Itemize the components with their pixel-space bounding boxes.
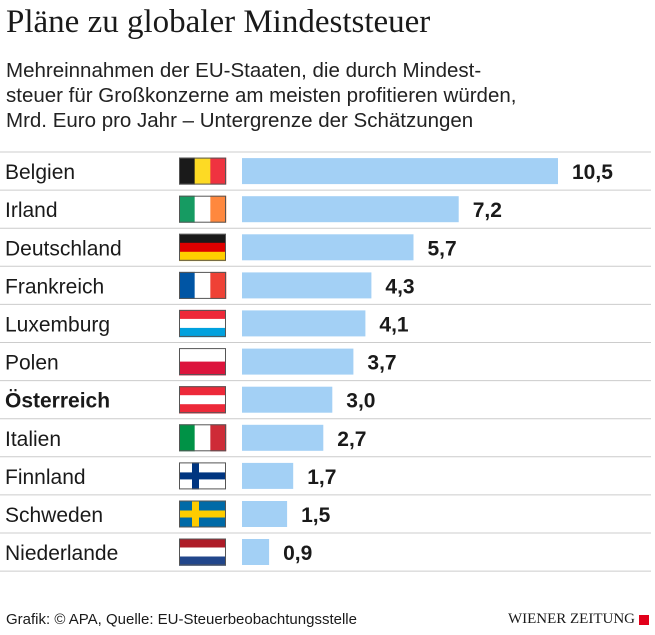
flag-luxembourg-icon — [179, 309, 226, 338]
flag-austria-icon — [179, 386, 226, 414]
chart-subtitle: Mehreinnahmen der EU-Staaten, die durch … — [6, 58, 651, 133]
brand-name: WIENER ZEITUNG — [507, 611, 635, 627]
category-label: Luxemburg — [5, 313, 110, 336]
flag-sweden-icon — [179, 500, 226, 528]
flag-netherlands-icon — [179, 538, 226, 566]
data-label: 0,9 — [283, 542, 312, 565]
bar — [242, 158, 558, 185]
subtitle-line: steuer für Großkonzerne am meisten profi… — [6, 84, 517, 107]
category-label: Deutschland — [5, 237, 122, 260]
data-label: 3,0 — [346, 390, 375, 413]
bar — [242, 234, 414, 261]
bar — [242, 386, 333, 413]
bar — [242, 348, 354, 375]
category-label: Belgien — [5, 161, 75, 184]
subtitle-line: Mehreinnahmen der EU-Staaten, die durch … — [6, 59, 482, 82]
flag-poland-icon — [179, 348, 226, 376]
category-label: Italien — [5, 428, 61, 451]
brand-square-icon — [639, 614, 649, 625]
data-label: 7,2 — [473, 199, 502, 222]
category-label: Polen — [5, 352, 59, 375]
data-label: 4,3 — [385, 275, 414, 298]
category-label: Finnland — [5, 466, 86, 489]
bar — [242, 196, 459, 223]
category-label: Österreich — [5, 390, 110, 413]
category-label: Schweden — [5, 504, 103, 527]
flag-germany-icon — [179, 233, 226, 262]
data-label: 1,5 — [301, 504, 331, 527]
data-label: 3,7 — [367, 352, 396, 375]
subtitle-line: Mrd. Euro pro Jahr – Untergrenze der Sch… — [6, 109, 474, 132]
data-label: 5,7 — [428, 237, 457, 260]
bar — [242, 424, 324, 451]
bar — [242, 501, 288, 527]
data-label: 4,1 — [379, 313, 409, 336]
category-label: Irland — [5, 199, 58, 222]
flag-belgium-icon — [179, 157, 227, 185]
bar — [242, 462, 294, 489]
bar — [242, 272, 372, 299]
bar-chart: Belgien 10,5 Irland 7,2 Deutschland 5,7 Frankr… — [0, 151, 651, 572]
flag-france-icon — [179, 271, 227, 299]
category-label: Frankreich — [5, 275, 104, 298]
data-label: 10,5 — [572, 161, 613, 184]
category-label: Niederlande — [5, 542, 118, 565]
flag-finland-icon — [179, 462, 226, 490]
chart-title: Pläne zu globaler Mindeststeuer — [6, 4, 431, 40]
data-label: 1,7 — [307, 466, 336, 489]
brand-logo: WIENER ZEITUNG — [508, 611, 649, 628]
bar — [242, 539, 270, 565]
data-label: 2,7 — [337, 428, 366, 451]
source-credit: Grafik: © APA, Quelle: EU-Steuerbeobacht… — [6, 611, 357, 628]
flag-italy-icon — [179, 424, 227, 452]
flag-ireland-icon — [179, 195, 227, 223]
bar — [242, 310, 366, 337]
